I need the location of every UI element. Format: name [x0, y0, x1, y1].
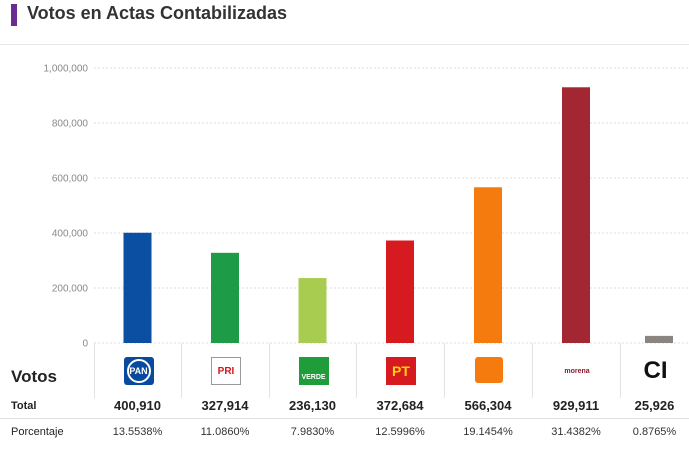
morena-logo-text: morena [564, 367, 590, 375]
chart-bars [123, 87, 673, 343]
total-value-ci: 25,926 [634, 398, 675, 413]
pct-value-ci: 0.8765% [632, 426, 677, 438]
total-value-pan: 400,910 [114, 398, 161, 413]
pri-logo-text: PRI [217, 365, 235, 377]
total-value-verde: 236,130 [289, 398, 336, 413]
pct-value-pan: 13.5538% [112, 426, 163, 438]
total-value-pri: 327,914 [201, 398, 249, 413]
pt-logo-icon: PT [386, 357, 416, 385]
total-row: Total 400,910 327,914 236,130 372,684 56… [0, 395, 689, 417]
morena-logo-icon: morena [562, 357, 592, 385]
total-value-morena: 929,911 [552, 398, 600, 413]
party-cell-ci: CI [620, 343, 689, 398]
votos-label: Votos [11, 367, 57, 386]
pan-logo-text: PAN [126, 359, 151, 383]
total-value-pt: 372,684 [376, 398, 424, 413]
bar-pan[interactable] [123, 232, 152, 343]
results-table: Votos PAN PRI VERDE PT morena CI Total 4… [0, 343, 689, 450]
pri-logo-icon: PRI [211, 357, 241, 385]
total-label: Total [11, 400, 37, 412]
bar-ci[interactable] [645, 335, 673, 343]
pct-value-mc: 19.1454% [463, 426, 513, 438]
verde-logo-icon: VERDE [298, 357, 329, 385]
header-divider [0, 44, 689, 45]
header: Votos en Actas Contabilizadas [0, 0, 689, 42]
party-cell-mc [444, 343, 533, 398]
bar-mc[interactable] [474, 187, 502, 343]
ci-logo-text: CI [643, 357, 668, 384]
page-title: Votos en Actas Contabilizadas [27, 3, 288, 23]
party-cell-pri: PRI [181, 343, 270, 398]
pct-value-verde: 7.9830% [290, 426, 335, 438]
total-value-mc: 566,304 [464, 398, 512, 413]
bar-pri[interactable] [211, 252, 239, 343]
percentage-label: Porcentaje [11, 426, 64, 438]
party-cell-pan: PAN [94, 343, 182, 398]
pct-value-morena: 31.4382% [551, 426, 601, 438]
ci-logo-icon: CI [641, 357, 671, 385]
y-tick-label: 400,000 [52, 229, 89, 240]
pct-value-pri: 11.0860% [200, 426, 250, 438]
party-cell-verde: VERDE [269, 343, 357, 398]
pan-logo-icon: PAN [123, 357, 154, 385]
party-cell-morena: morena [532, 343, 621, 398]
y-tick-label: 600,000 [52, 174, 89, 185]
y-tick-label: 200,000 [52, 284, 89, 295]
y-tick-label: 800,000 [52, 119, 89, 130]
party-logo-row: Votos PAN PRI VERDE PT morena CI [0, 343, 689, 398]
y-axis-ticks: 0 200,000 400,000 600,000 800,000 1,000,000 [44, 64, 89, 350]
pt-logo-text: PT [392, 363, 410, 379]
bar-verde[interactable] [298, 278, 327, 343]
mc-logo-icon [475, 357, 503, 383]
title-accent-bar [11, 4, 17, 26]
bar-morena[interactable] [562, 87, 590, 343]
vote-bar-chart: 0 200,000 400,000 600,000 800,000 1,000,000 [44, 64, 689, 350]
party-cell-pt: PT [356, 343, 445, 398]
bar-pt[interactable] [386, 240, 414, 343]
percentage-row: Porcentaje 13.5538% 11.0860% 7.9830% 12.… [0, 418, 689, 444]
verde-logo-text: VERDE [301, 373, 326, 381]
pct-value-pt: 12.5996% [375, 426, 425, 438]
y-tick-label: 0 [82, 339, 88, 350]
y-tick-label: 1,000,000 [44, 64, 89, 75]
